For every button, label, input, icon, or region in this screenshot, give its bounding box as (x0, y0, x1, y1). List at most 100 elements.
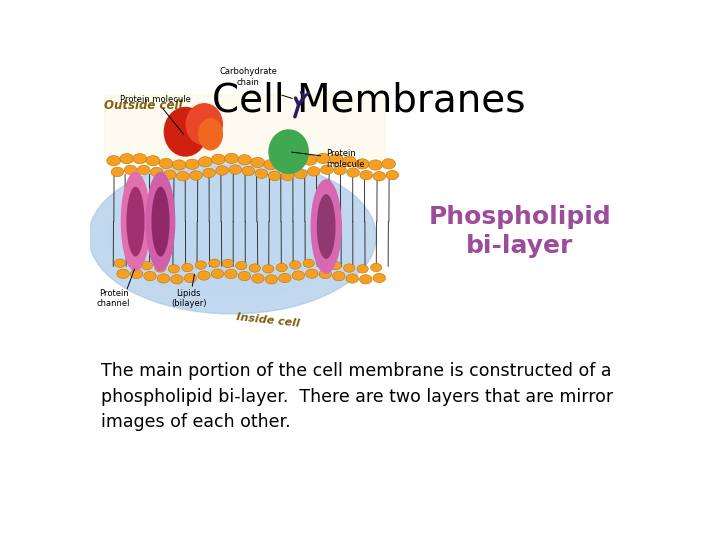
Circle shape (386, 170, 399, 180)
FancyBboxPatch shape (104, 94, 385, 164)
Text: Cell Membranes: Cell Membranes (212, 82, 526, 119)
Circle shape (279, 273, 291, 282)
Circle shape (276, 264, 287, 272)
Circle shape (225, 269, 237, 279)
Ellipse shape (107, 172, 357, 296)
Circle shape (117, 269, 130, 279)
Circle shape (320, 165, 333, 174)
Circle shape (181, 264, 193, 272)
Circle shape (265, 275, 278, 284)
Circle shape (141, 261, 153, 270)
Circle shape (305, 269, 318, 278)
Circle shape (316, 153, 330, 164)
Ellipse shape (151, 187, 170, 256)
Circle shape (198, 271, 210, 280)
Circle shape (373, 273, 385, 282)
Circle shape (359, 275, 372, 284)
Circle shape (277, 160, 291, 170)
Circle shape (222, 259, 233, 268)
Circle shape (252, 274, 264, 283)
Circle shape (124, 165, 137, 174)
Circle shape (120, 153, 134, 164)
Circle shape (343, 156, 356, 166)
Ellipse shape (89, 159, 376, 314)
Circle shape (168, 265, 179, 273)
Text: Protein
channel: Protein channel (97, 289, 130, 308)
Circle shape (212, 154, 225, 164)
Circle shape (155, 264, 166, 272)
Ellipse shape (163, 107, 207, 157)
Circle shape (329, 154, 343, 164)
Ellipse shape (145, 172, 176, 272)
Circle shape (130, 269, 143, 279)
Circle shape (133, 153, 147, 164)
Circle shape (373, 172, 386, 181)
Circle shape (346, 274, 359, 283)
Circle shape (357, 265, 369, 273)
Ellipse shape (269, 129, 309, 174)
Circle shape (333, 272, 345, 281)
Ellipse shape (186, 103, 223, 145)
Circle shape (289, 261, 301, 269)
Circle shape (176, 172, 189, 181)
Circle shape (303, 155, 317, 165)
Circle shape (111, 167, 124, 177)
Circle shape (235, 261, 247, 270)
Circle shape (347, 168, 359, 177)
Text: Phospholipid: Phospholipid (428, 205, 611, 228)
Circle shape (263, 265, 274, 273)
Circle shape (269, 171, 281, 180)
Circle shape (242, 166, 255, 176)
Circle shape (159, 158, 173, 168)
Text: Lipids
(bilayer): Lipids (bilayer) (171, 289, 207, 308)
Circle shape (238, 154, 251, 165)
Circle shape (209, 259, 220, 267)
Circle shape (163, 170, 176, 179)
Circle shape (195, 261, 207, 269)
Circle shape (203, 168, 215, 178)
Text: Inside cell: Inside cell (235, 312, 300, 328)
Text: Protein molecule: Protein molecule (120, 95, 191, 134)
Circle shape (371, 264, 382, 272)
Circle shape (171, 275, 183, 284)
Text: Protein
molecule: Protein molecule (292, 149, 364, 168)
Circle shape (157, 274, 170, 283)
Circle shape (255, 169, 268, 178)
Circle shape (317, 259, 328, 268)
Text: Outside cell: Outside cell (104, 99, 183, 112)
Circle shape (356, 159, 369, 169)
Circle shape (238, 272, 251, 281)
Circle shape (150, 167, 163, 177)
Circle shape (114, 259, 125, 267)
Ellipse shape (310, 179, 342, 274)
Ellipse shape (127, 187, 145, 256)
Circle shape (294, 170, 307, 179)
Circle shape (307, 167, 320, 176)
Circle shape (211, 269, 224, 278)
Text: The main portion of the cell membrane is constructed of a
phospholipid bi-layer.: The main portion of the cell membrane is… (101, 362, 613, 431)
Circle shape (144, 272, 156, 281)
Ellipse shape (198, 118, 223, 151)
Circle shape (369, 160, 382, 170)
Circle shape (251, 157, 264, 167)
Circle shape (185, 159, 199, 170)
Circle shape (264, 159, 278, 170)
Circle shape (249, 264, 261, 272)
Text: Carbohydrate
chain: Carbohydrate chain (219, 68, 277, 87)
Circle shape (225, 153, 238, 164)
Circle shape (107, 156, 120, 166)
Circle shape (360, 171, 372, 180)
Circle shape (382, 159, 395, 169)
Circle shape (184, 273, 197, 283)
Circle shape (290, 158, 304, 168)
Circle shape (303, 259, 315, 267)
Circle shape (229, 165, 242, 174)
Ellipse shape (317, 194, 336, 259)
Circle shape (333, 165, 346, 175)
Circle shape (319, 269, 332, 279)
Circle shape (172, 160, 186, 170)
Circle shape (292, 271, 305, 280)
Circle shape (282, 171, 294, 181)
Circle shape (216, 166, 228, 175)
Text: bi-layer: bi-layer (466, 234, 573, 258)
